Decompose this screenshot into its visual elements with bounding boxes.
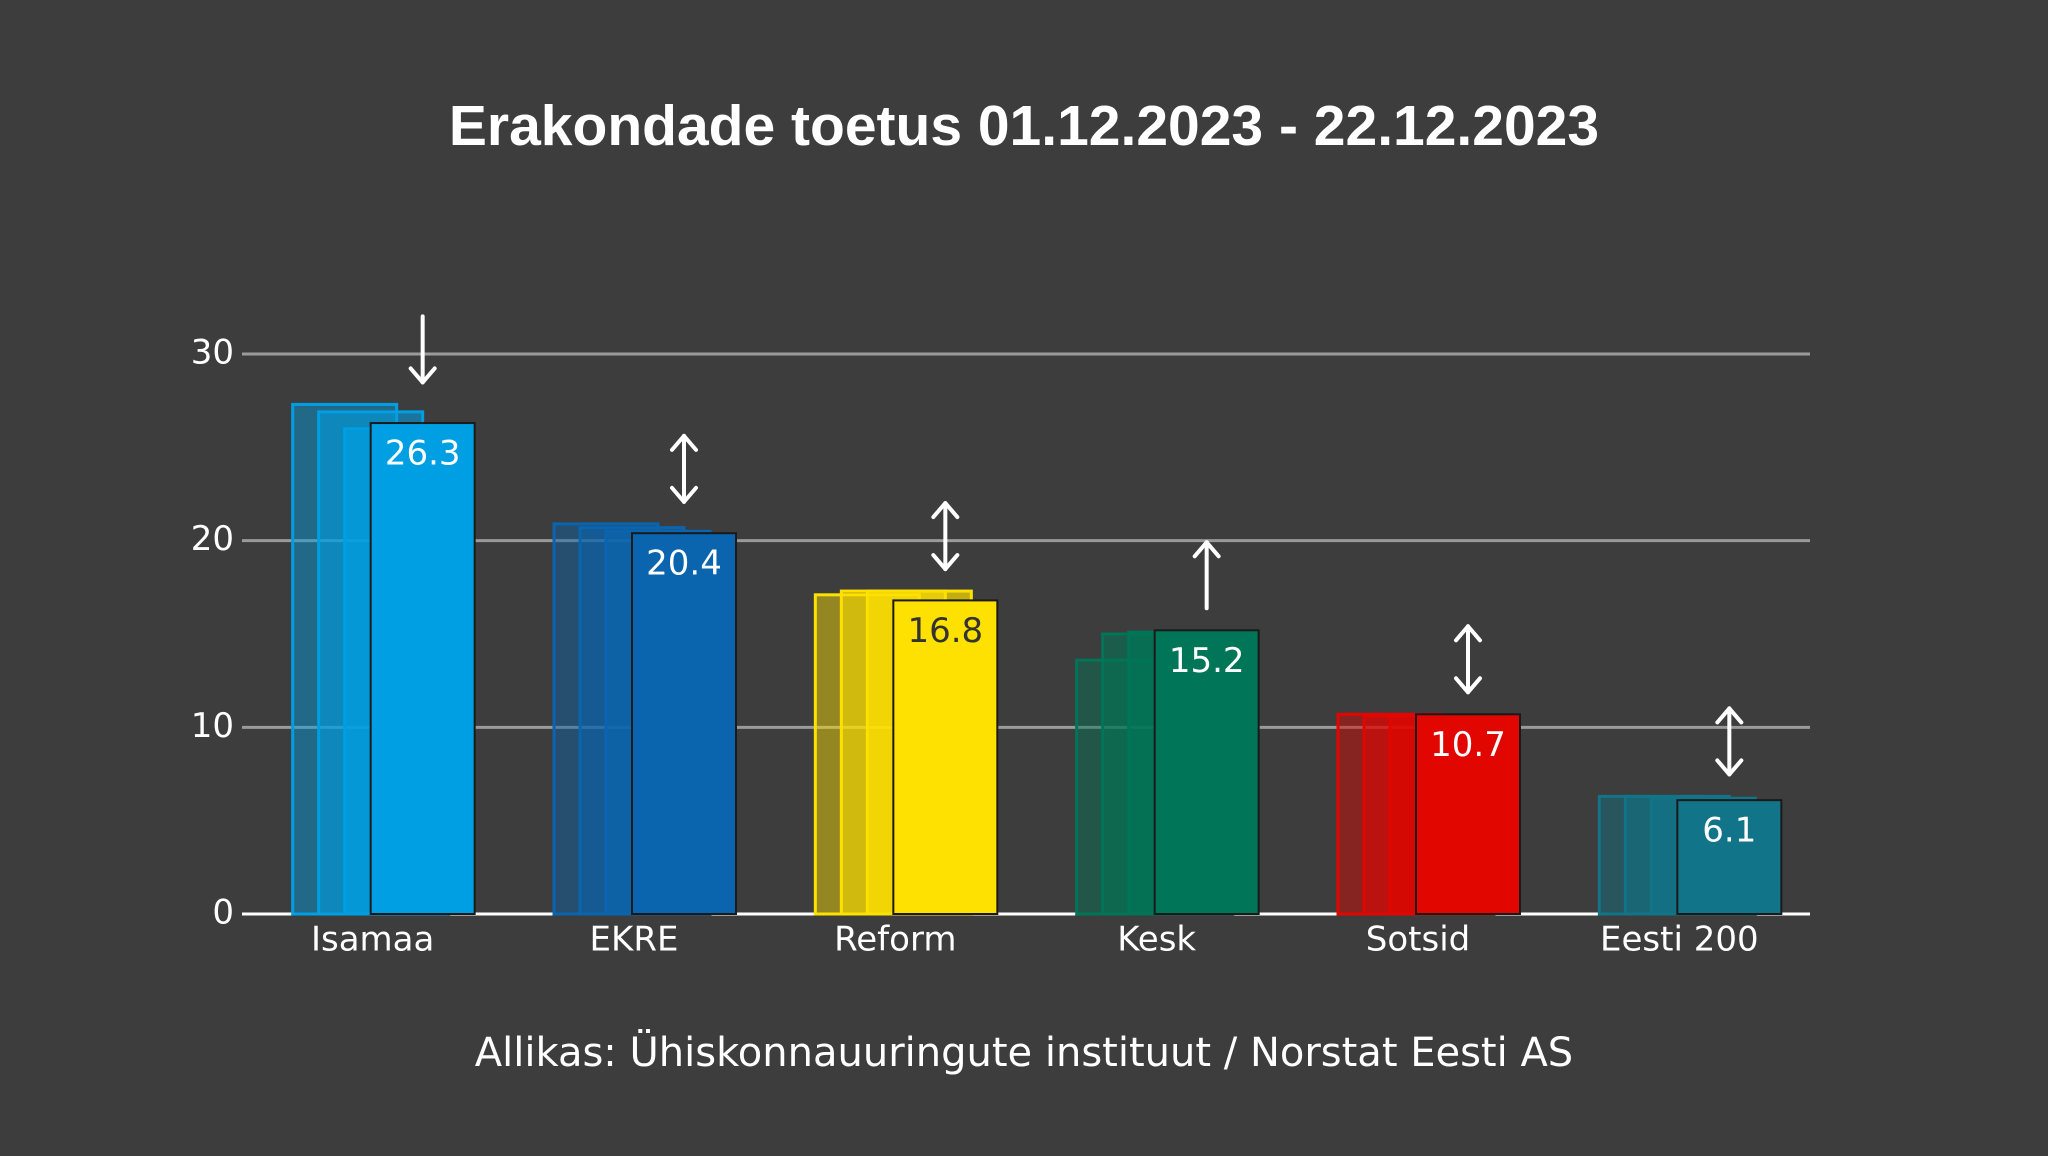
trend-arrow-part <box>670 433 698 452</box>
y-tick-label: 10 <box>191 706 234 746</box>
value-label: 20.4 <box>646 544 722 584</box>
value-label: 15.2 <box>1169 641 1245 681</box>
trend-arrow <box>408 314 437 385</box>
y-tick-label: 30 <box>191 333 234 373</box>
value-label: 10.7 <box>1430 725 1506 765</box>
bar <box>892 599 999 916</box>
x-tick-label: Isamaa <box>311 920 434 960</box>
trend-arrow <box>670 433 698 504</box>
trend-arrow-part <box>670 485 698 504</box>
y-tick-label: 20 <box>191 519 234 559</box>
trend-arrow-part <box>931 553 960 572</box>
trend-arrow-part <box>1192 540 1221 559</box>
trend-arrow <box>1454 624 1482 695</box>
trend-arrow <box>1192 540 1221 611</box>
x-tick-label: Sotsid <box>1366 920 1470 960</box>
x-tick-label: EKRE <box>590 920 679 960</box>
trend-arrow <box>1715 706 1744 777</box>
trend-arrow-part <box>1715 758 1744 777</box>
bar <box>631 532 737 915</box>
bar <box>1153 629 1260 915</box>
value-label: 6.1 <box>1702 811 1756 851</box>
source-note: Allikas: Ühiskonnauuringute instituut / … <box>475 1028 1573 1076</box>
trend-arrow <box>931 501 960 572</box>
trend-arrow-part <box>1454 624 1482 643</box>
trend-arrow-part <box>931 501 960 520</box>
value-label: 26.3 <box>385 434 461 474</box>
trend-arrow-part <box>1454 676 1482 695</box>
value-label: 16.8 <box>907 611 983 651</box>
bar <box>1415 713 1521 915</box>
x-tick-label: Eesti 200 <box>1600 920 1759 960</box>
bar <box>369 422 476 915</box>
trend-arrow-part <box>1715 706 1744 725</box>
y-tick-label: 0 <box>212 893 234 933</box>
bar <box>1676 799 1783 916</box>
x-tick-label: Reform <box>834 920 956 960</box>
chart-title: Erakondade toetus 01.12.2023 - 22.12.202… <box>449 94 1599 158</box>
x-tick-label: Kesk <box>1117 920 1196 960</box>
trend-arrow-part <box>408 366 437 385</box>
